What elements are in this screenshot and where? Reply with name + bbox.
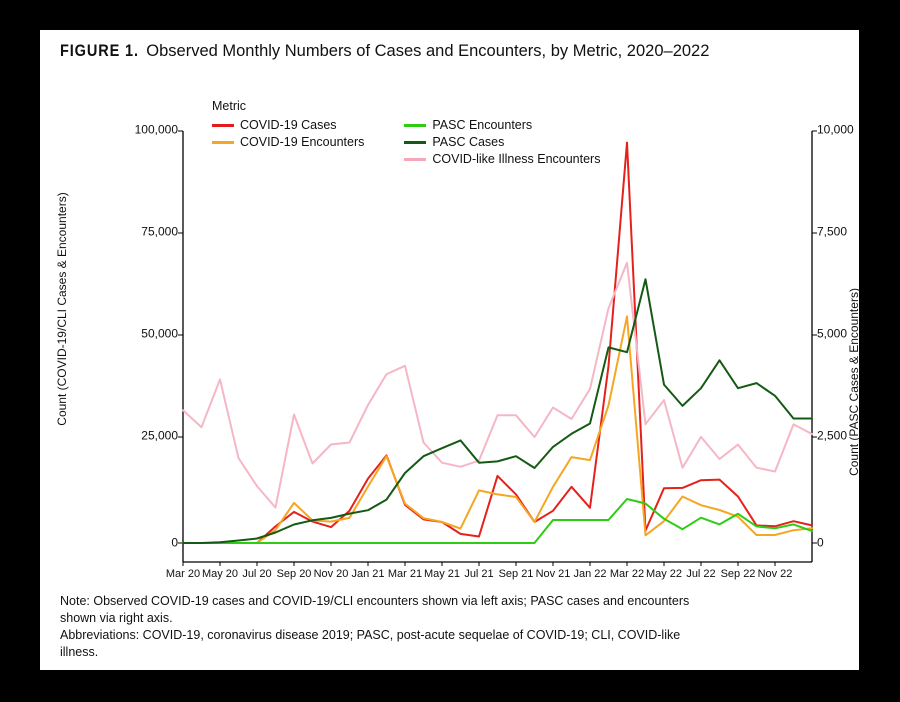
svg-text:7,500: 7,500 (817, 225, 847, 239)
svg-text:25,000: 25,000 (141, 429, 178, 443)
svg-text:May 20: May 20 (202, 568, 238, 580)
svg-text:75,000: 75,000 (141, 225, 178, 239)
svg-text:May 22: May 22 (646, 568, 682, 580)
svg-text:Mar 20: Mar 20 (166, 568, 200, 580)
svg-text:Sep 22: Sep 22 (721, 568, 756, 580)
svg-text:100,000: 100,000 (135, 123, 179, 137)
svg-text:50,000: 50,000 (141, 327, 178, 341)
svg-text:May 21: May 21 (424, 568, 460, 580)
svg-text:Jul 20: Jul 20 (242, 568, 271, 580)
svg-text:Jul 22: Jul 22 (686, 568, 715, 580)
svg-text:0: 0 (817, 536, 824, 550)
svg-text:Sep 21: Sep 21 (499, 568, 534, 580)
svg-text:Mar 22: Mar 22 (610, 568, 644, 580)
svg-text:Nov 21: Nov 21 (536, 568, 571, 580)
svg-text:Count (PASC Cases & Encounters: Count (PASC Cases & Encounters) (847, 288, 861, 476)
svg-text:Jan 21: Jan 21 (351, 568, 384, 580)
svg-text:Sep 20: Sep 20 (277, 568, 312, 580)
svg-text:Jan 22: Jan 22 (573, 568, 606, 580)
svg-text:10,000: 10,000 (817, 123, 854, 137)
svg-text:Mar 21: Mar 21 (388, 568, 422, 580)
svg-text:Jul 21: Jul 21 (464, 568, 493, 580)
svg-text:5,000: 5,000 (817, 327, 847, 341)
svg-text:0: 0 (171, 536, 178, 550)
svg-text:Nov 22: Nov 22 (758, 568, 793, 580)
svg-text:2,500: 2,500 (817, 429, 847, 443)
svg-text:Nov 20: Nov 20 (314, 568, 349, 580)
